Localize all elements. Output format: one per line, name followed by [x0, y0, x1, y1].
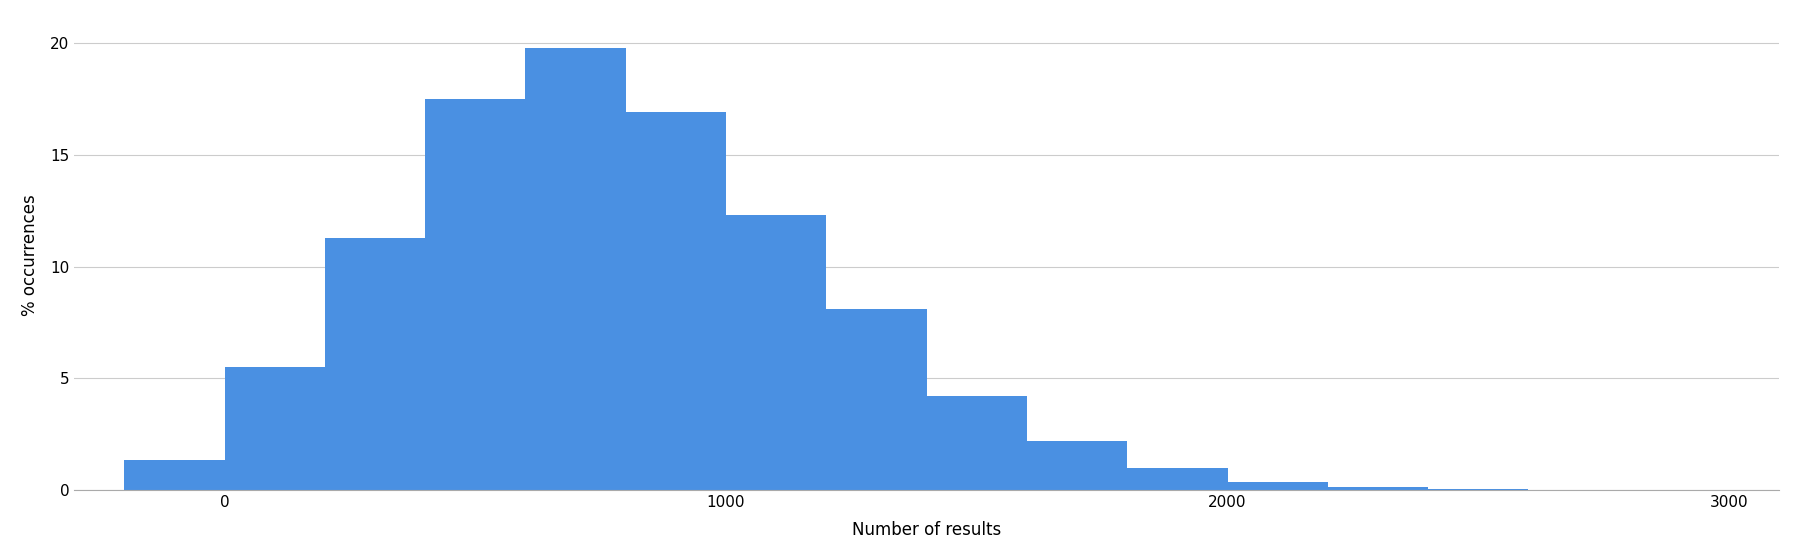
Bar — [1127, 468, 1228, 490]
Bar — [1228, 482, 1328, 490]
Bar — [124, 460, 225, 490]
Bar — [526, 48, 626, 490]
Bar — [425, 99, 526, 490]
Bar — [225, 367, 324, 490]
Bar — [927, 396, 1028, 490]
Bar — [324, 237, 425, 490]
Bar — [1328, 487, 1427, 490]
X-axis label: Number of results: Number of results — [851, 521, 1001, 539]
Bar — [1427, 489, 1528, 490]
Bar — [1528, 489, 1629, 490]
Bar — [725, 215, 826, 490]
Bar — [1028, 441, 1127, 490]
Bar — [626, 113, 725, 490]
Y-axis label: % occurrences: % occurrences — [22, 195, 40, 316]
Bar — [826, 309, 927, 490]
